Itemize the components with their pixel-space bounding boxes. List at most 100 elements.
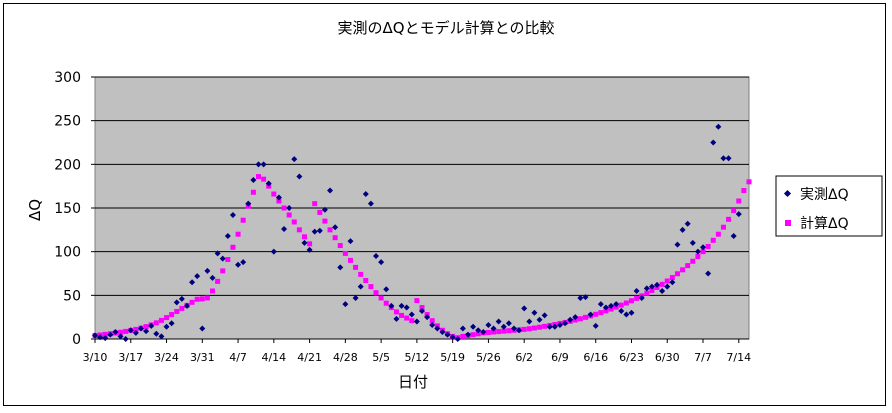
calc-point	[501, 328, 507, 334]
measured-point	[117, 333, 124, 340]
measured-point	[342, 301, 349, 308]
calc-point	[317, 209, 323, 215]
x-tick-label: 5/5	[372, 351, 390, 364]
calc-point	[164, 315, 170, 321]
measured-point	[618, 308, 625, 315]
measured-point	[654, 281, 661, 288]
calc-point	[680, 267, 686, 273]
measured-point	[102, 335, 109, 342]
measured-point	[664, 283, 671, 290]
measured-point	[434, 325, 441, 332]
measured-point	[204, 267, 211, 274]
measured-point	[546, 323, 553, 330]
measured-point	[459, 325, 466, 332]
measured-point	[679, 226, 686, 233]
calc-point	[383, 300, 389, 306]
calc-point	[189, 299, 195, 305]
calc-point	[496, 329, 502, 335]
measured-point	[725, 155, 732, 162]
measured-point	[373, 253, 380, 260]
calc-point	[674, 271, 680, 277]
x-tick-label: 6/30	[655, 351, 680, 364]
y-tick-label: 200	[54, 157, 81, 173]
measured-point	[240, 259, 247, 266]
measured-point	[173, 299, 180, 306]
measured-point	[168, 320, 175, 327]
measured-point	[516, 327, 523, 334]
calc-point	[363, 277, 369, 283]
calc-point	[261, 176, 267, 182]
measured-point	[439, 329, 446, 336]
measured-point	[194, 273, 201, 280]
measured-point	[597, 301, 604, 308]
measured-point	[245, 200, 252, 207]
calc-point	[271, 191, 277, 197]
calc-point	[577, 316, 583, 322]
calc-point	[312, 201, 318, 207]
measured-point	[500, 323, 507, 330]
measured-point	[551, 323, 558, 330]
measured-point	[572, 314, 579, 321]
measured-point	[643, 285, 650, 292]
measured-point	[393, 315, 400, 322]
x-tick-label: 4/7	[229, 351, 247, 364]
measured-point	[132, 329, 139, 336]
calc-point	[429, 318, 435, 324]
x-tick-label: 5/19	[440, 351, 465, 364]
measured-point	[674, 241, 681, 248]
calc-point	[225, 257, 231, 263]
calc-point	[174, 308, 180, 314]
measured-point	[158, 333, 165, 340]
measured-point	[235, 261, 242, 268]
calc-point	[669, 275, 675, 281]
measured-point	[260, 161, 267, 168]
calc-point	[342, 250, 348, 256]
y-tick-label: 250	[54, 114, 81, 130]
calc-point	[419, 305, 425, 311]
calc-point	[583, 314, 588, 320]
calc-point	[414, 298, 420, 304]
measured-point	[291, 156, 298, 163]
measured-point	[592, 322, 599, 329]
calc-point	[332, 235, 338, 241]
x-tick-label: 7/14	[726, 351, 751, 364]
measured-point	[347, 238, 354, 245]
measured-point	[638, 294, 645, 301]
measured-point	[398, 302, 405, 309]
calc-point	[628, 298, 634, 304]
x-tick-label: 4/14	[261, 351, 286, 364]
calc-point	[353, 264, 359, 270]
calc-point	[409, 318, 415, 324]
measured-point	[224, 232, 231, 239]
x-tick-label: 3/31	[190, 351, 215, 364]
calc-point	[118, 329, 124, 335]
chart-title: 実測のΔQとモデル計算との比較	[338, 19, 555, 37]
calc-point	[347, 257, 353, 263]
measured-point	[281, 225, 288, 232]
calc-point	[179, 305, 185, 311]
measured-point	[613, 301, 620, 308]
y-tick-label: 300	[54, 70, 81, 86]
calc-point	[542, 323, 548, 329]
measured-point	[608, 302, 615, 309]
measured-point	[189, 279, 196, 286]
calc-point	[194, 296, 200, 302]
calc-point	[475, 331, 481, 337]
measured-point	[710, 139, 717, 146]
calc-point	[281, 205, 287, 211]
measured-point	[367, 200, 374, 207]
calc-point	[204, 295, 210, 301]
measured-point	[403, 304, 410, 311]
measured-point	[424, 314, 431, 321]
calc-point	[235, 231, 241, 237]
calc-point	[690, 258, 696, 264]
x-tick-label: 3/10	[83, 351, 108, 364]
calc-point	[710, 237, 716, 243]
calc-point	[358, 271, 364, 277]
calc-point	[240, 217, 246, 223]
measured-point	[562, 320, 569, 327]
x-tick-label: 6/9	[551, 351, 569, 364]
calc-point	[746, 179, 752, 185]
measured-point	[316, 227, 323, 234]
measured-point	[137, 325, 144, 332]
